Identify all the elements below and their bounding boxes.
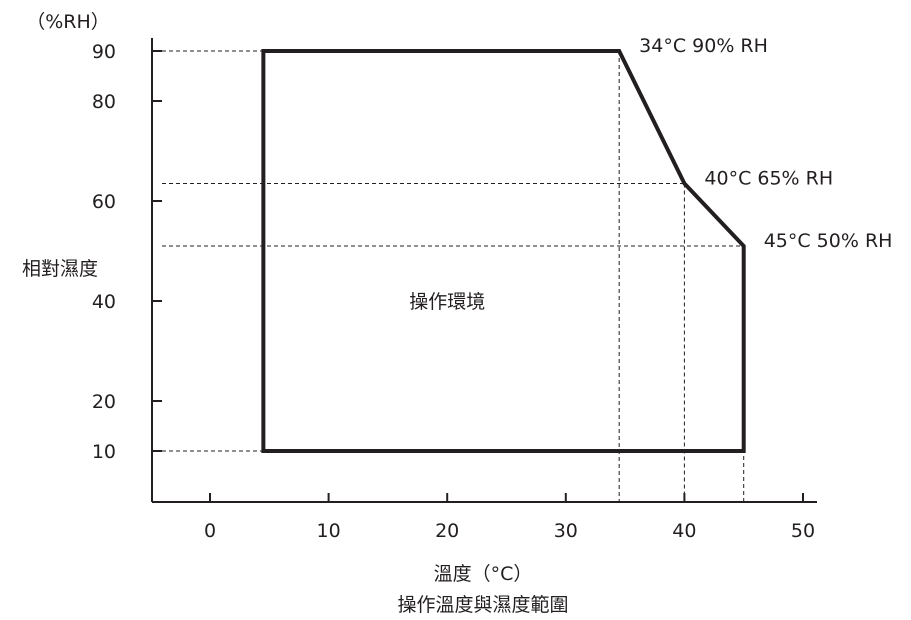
x-tick-label: 50 <box>791 520 815 542</box>
y-tick-label: 10 <box>92 441 116 463</box>
point-annotations: 34°C 90% RH 40°C 65% RH 45°C 50% RH <box>639 35 892 252</box>
x-tick-label: 30 <box>554 520 578 542</box>
x-axis-title: 溫度（°C） <box>434 563 533 585</box>
x-tick-label: 20 <box>435 520 459 542</box>
y-axis-title: 相對濕度 <box>22 258 98 280</box>
x-tick-label: 10 <box>317 520 341 542</box>
point-annotation: 45°C 50% RH <box>764 230 893 252</box>
point-annotation: 34°C 90% RH <box>639 35 768 57</box>
y-axis-unit: （%RH） <box>26 11 110 33</box>
y-tick-label: 40 <box>92 291 116 313</box>
y-axis-ticks: 10 20 40 60 80 90 <box>92 41 162 463</box>
y-tick-label: 90 <box>92 41 116 63</box>
x-tick-label: 40 <box>672 520 696 542</box>
y-tick-label: 80 <box>92 91 116 113</box>
region-label: 操作環境 <box>409 291 485 313</box>
dashed-guide-lines <box>162 50 745 502</box>
point-annotation: 40°C 65% RH <box>704 168 833 190</box>
operating-region-outline <box>261 49 746 453</box>
chart-title: 操作溫度與濕度範圍 <box>397 594 568 616</box>
y-tick-label: 60 <box>92 191 116 213</box>
x-axis-ticks: 0 10 20 30 40 50 <box>204 493 815 542</box>
x-tick-label: 0 <box>204 520 216 542</box>
y-tick-label: 20 <box>92 391 116 413</box>
